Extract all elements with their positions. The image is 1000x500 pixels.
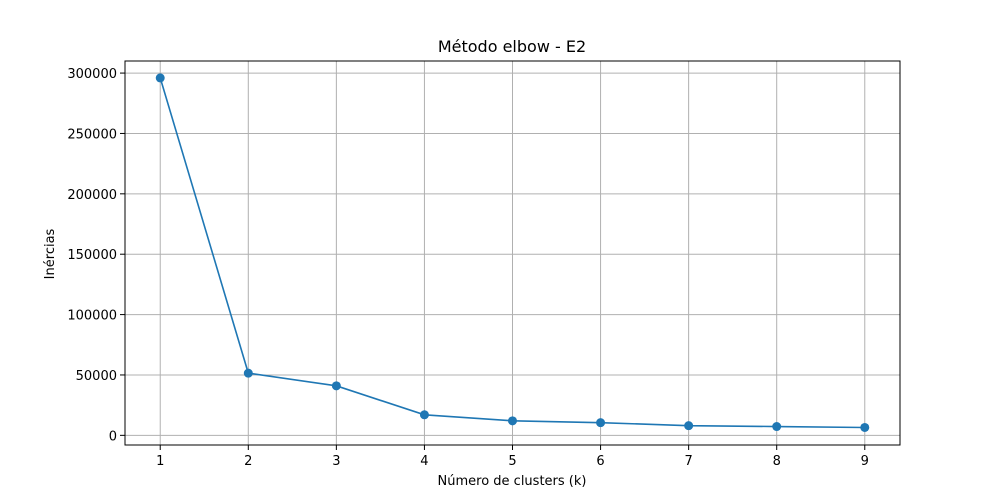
- data-point: [155, 73, 165, 83]
- x-tick-label: 3: [332, 454, 340, 469]
- chart-title: Método elbow - E2: [438, 37, 586, 56]
- x-tick-label: 5: [508, 454, 516, 469]
- data-point: [331, 381, 341, 391]
- data-point: [419, 410, 429, 420]
- y-tick-label: 250000: [67, 127, 117, 142]
- data-point: [243, 368, 253, 378]
- data-point: [860, 422, 870, 432]
- x-axis-title: Número de clusters (k): [438, 474, 587, 489]
- y-tick-label: 100000: [67, 309, 117, 324]
- x-tick-label: 6: [596, 454, 604, 469]
- x-axis-ticks: 1 2 3 4 5 6 7 8 9: [156, 445, 869, 469]
- x-tick-label: 8: [773, 454, 781, 469]
- data-point: [596, 418, 606, 428]
- x-tick-label: 4: [420, 454, 428, 469]
- x-tick-label: 9: [861, 454, 869, 469]
- y-tick-label: 50000: [76, 369, 117, 384]
- y-axis-title: Inércias: [43, 228, 58, 279]
- x-tick-label: 1: [156, 454, 164, 469]
- data-point: [772, 422, 782, 432]
- data-point: [684, 421, 694, 431]
- y-tick-label: 0: [109, 429, 117, 444]
- data-point: [508, 416, 517, 426]
- x-tick-label: 2: [244, 454, 252, 469]
- y-axis-ticks: 0 50000 100000 150000 200000 250000 300000: [67, 67, 125, 444]
- y-tick-label: 150000: [67, 248, 117, 263]
- grid: [125, 61, 900, 445]
- series-layer: [155, 73, 870, 432]
- y-tick-label: 200000: [67, 188, 117, 203]
- y-tick-label: 300000: [67, 67, 117, 82]
- x-tick-label: 7: [684, 454, 692, 469]
